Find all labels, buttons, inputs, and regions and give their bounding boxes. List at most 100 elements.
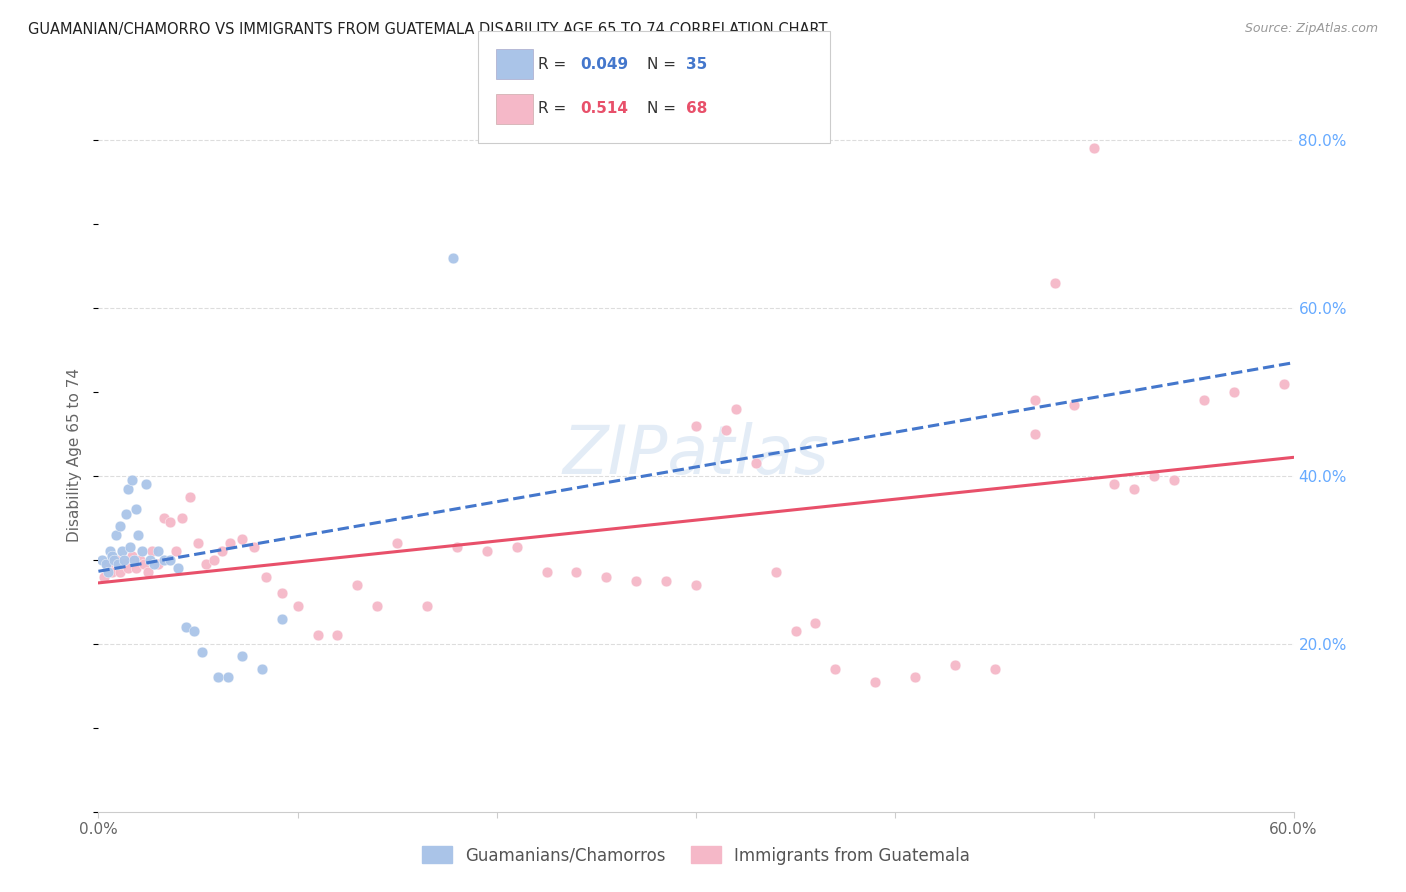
- Point: [112, 553, 135, 567]
- Point: [824, 662, 846, 676]
- Point: [115, 507, 138, 521]
- Point: [91, 553, 114, 567]
- Point: [107, 557, 129, 571]
- Point: [125, 502, 148, 516]
- Point: [134, 557, 156, 571]
- Point: [307, 628, 329, 642]
- Point: [97, 557, 120, 571]
- Point: [287, 599, 309, 613]
- Point: [626, 574, 648, 588]
- Text: 35: 35: [686, 57, 707, 71]
- Legend: Guamanians/Chamorros, Immigrants from Guatemala: Guamanians/Chamorros, Immigrants from Gu…: [415, 839, 977, 871]
- Point: [475, 544, 498, 558]
- Point: [125, 561, 148, 575]
- Text: ZIPatlas: ZIPatlas: [562, 422, 830, 488]
- Point: [135, 477, 157, 491]
- Point: [117, 561, 139, 575]
- Point: [724, 401, 747, 416]
- Point: [1043, 276, 1066, 290]
- Point: [105, 527, 128, 541]
- Point: [904, 670, 927, 684]
- Point: [863, 674, 887, 689]
- Point: [129, 553, 152, 567]
- Point: [219, 536, 242, 550]
- Point: [97, 566, 120, 580]
- Point: [231, 649, 253, 664]
- Text: GUAMANIAN/CHAMORRO VS IMMIGRANTS FROM GUATEMALA DISABILITY AGE 65 TO 74 CORRELAT: GUAMANIAN/CHAMORRO VS IMMIGRANTS FROM GU…: [28, 22, 828, 37]
- Point: [111, 544, 134, 558]
- Point: [1192, 393, 1215, 408]
- Point: [174, 620, 197, 634]
- Point: [105, 553, 128, 567]
- Point: [254, 569, 277, 583]
- Point: [207, 670, 229, 684]
- Point: [159, 553, 181, 567]
- Point: [101, 549, 124, 563]
- Point: [127, 527, 149, 541]
- Point: [112, 557, 135, 571]
- Point: [1063, 398, 1085, 412]
- Point: [595, 569, 617, 583]
- Point: [714, 423, 737, 437]
- Point: [195, 557, 218, 571]
- Point: [506, 541, 529, 555]
- Point: [685, 418, 707, 433]
- Point: [1163, 473, 1185, 487]
- Point: [179, 490, 201, 504]
- Point: [346, 578, 368, 592]
- Point: [385, 536, 409, 550]
- Point: [765, 566, 787, 580]
- Text: 68: 68: [686, 102, 707, 116]
- Point: [121, 549, 143, 563]
- Point: [136, 566, 159, 580]
- Point: [366, 599, 388, 613]
- Point: [183, 624, 205, 639]
- Point: [187, 536, 209, 550]
- Point: [804, 615, 827, 630]
- Point: [984, 662, 1007, 676]
- Point: [1024, 426, 1046, 441]
- Point: [124, 553, 146, 567]
- Point: [191, 645, 214, 659]
- Point: [536, 566, 558, 580]
- Point: [785, 624, 807, 639]
- Point: [100, 544, 122, 558]
- Point: [165, 544, 187, 558]
- Point: [1083, 141, 1105, 155]
- Point: [655, 574, 678, 588]
- Point: [141, 544, 163, 558]
- Text: R =: R =: [538, 57, 567, 71]
- Point: [103, 553, 125, 567]
- Point: [202, 553, 225, 567]
- Text: Source: ZipAtlas.com: Source: ZipAtlas.com: [1244, 22, 1378, 36]
- Point: [167, 561, 190, 575]
- Point: [326, 628, 349, 642]
- Point: [217, 670, 239, 684]
- Point: [153, 511, 176, 525]
- Text: R =: R =: [538, 102, 567, 116]
- Point: [120, 541, 142, 555]
- Point: [446, 541, 468, 555]
- Point: [231, 532, 253, 546]
- Text: N =: N =: [647, 57, 676, 71]
- Point: [148, 557, 170, 571]
- Point: [153, 553, 176, 567]
- Point: [565, 566, 588, 580]
- Point: [1102, 477, 1125, 491]
- Text: 0.514: 0.514: [581, 102, 628, 116]
- Point: [96, 557, 118, 571]
- Point: [441, 251, 464, 265]
- Point: [1143, 469, 1166, 483]
- Text: N =: N =: [647, 102, 676, 116]
- Point: [211, 544, 233, 558]
- Point: [1123, 482, 1146, 496]
- Point: [139, 553, 162, 567]
- Point: [416, 599, 439, 613]
- Point: [110, 566, 132, 580]
- Point: [243, 541, 266, 555]
- Point: [121, 473, 143, 487]
- Point: [117, 482, 139, 496]
- Point: [270, 612, 292, 626]
- Point: [250, 662, 273, 676]
- Point: [745, 456, 768, 470]
